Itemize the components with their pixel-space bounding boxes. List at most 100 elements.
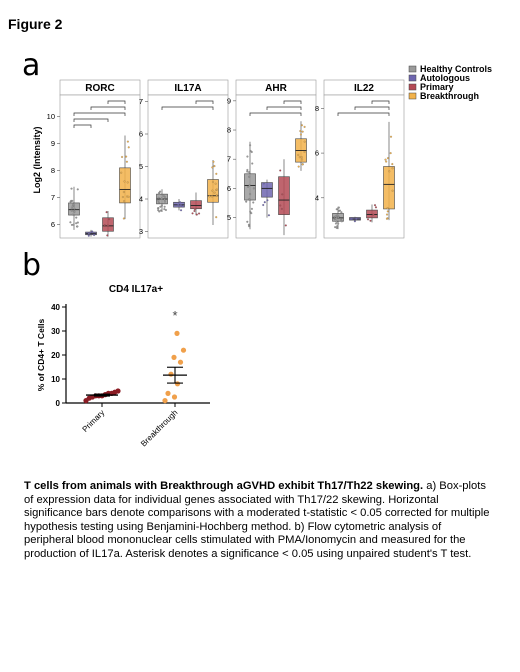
data-point xyxy=(158,210,161,213)
legend-swatch xyxy=(408,65,417,73)
data-point xyxy=(212,160,215,163)
legend-swatch xyxy=(408,83,417,91)
significance-bar xyxy=(73,118,109,122)
data-point xyxy=(280,207,283,210)
data-point xyxy=(350,217,353,220)
data-point xyxy=(284,224,287,227)
data-point xyxy=(337,209,340,212)
data-point xyxy=(106,224,109,227)
data-point xyxy=(340,211,343,214)
data-point xyxy=(303,140,306,143)
data-point xyxy=(174,330,180,336)
data-point xyxy=(215,188,218,191)
data-point xyxy=(301,163,304,166)
data-point xyxy=(125,155,128,158)
data-point xyxy=(334,222,337,225)
data-point xyxy=(389,152,392,155)
data-point xyxy=(369,219,372,222)
data-point xyxy=(89,231,92,234)
significance-bar xyxy=(371,100,390,104)
data-point xyxy=(252,187,255,190)
data-point xyxy=(159,205,162,208)
data-point xyxy=(353,220,356,223)
data-point xyxy=(246,155,249,158)
legend-swatch xyxy=(408,92,417,100)
data-point xyxy=(211,180,214,183)
data-point xyxy=(249,210,252,213)
data-point xyxy=(301,158,304,161)
data-point xyxy=(69,221,72,224)
y-tick-label: 4 xyxy=(315,193,319,202)
data-point xyxy=(248,171,251,174)
data-point xyxy=(93,234,96,237)
data-point xyxy=(179,204,182,207)
data-point xyxy=(87,234,90,237)
data-point xyxy=(157,199,160,202)
significance-asterisk: * xyxy=(172,308,177,323)
data-point xyxy=(157,207,160,210)
data-point xyxy=(215,216,218,219)
data-point xyxy=(335,208,338,211)
y-tick-label: 3 xyxy=(139,227,143,236)
y-tick-label: 5 xyxy=(139,162,143,171)
significance-bar xyxy=(249,112,302,116)
data-point xyxy=(123,200,126,203)
data-point xyxy=(267,214,270,217)
data-point xyxy=(171,394,178,400)
data-point xyxy=(193,210,196,213)
box-iqr xyxy=(383,166,395,210)
legend-label: Autologous xyxy=(420,73,470,83)
caption-title: T cells from animals with Breakthrough a… xyxy=(24,480,424,492)
data-point xyxy=(279,204,282,207)
data-point xyxy=(337,222,340,225)
data-point xyxy=(335,217,338,220)
x-tick-label: Primary xyxy=(81,408,107,434)
data-point xyxy=(385,217,388,220)
box-iqr xyxy=(366,209,378,219)
y-tick-label: 6 xyxy=(227,184,231,193)
data-point xyxy=(125,160,128,163)
data-point xyxy=(215,194,218,197)
y-tick-label: 8 xyxy=(51,166,55,175)
y-tick-label: 0 xyxy=(56,399,61,408)
data-point xyxy=(301,130,304,133)
data-point xyxy=(248,225,251,228)
data-point xyxy=(73,210,76,213)
caption-body: a) Box-plots of expression data for indi… xyxy=(24,480,490,560)
data-point xyxy=(163,200,166,203)
data-point xyxy=(334,215,337,218)
y-tick-label: 10 xyxy=(47,112,55,121)
data-point xyxy=(71,205,74,208)
y-tick-label: 9 xyxy=(227,96,231,105)
data-point xyxy=(162,194,165,197)
data-point xyxy=(158,193,161,196)
data-point xyxy=(195,213,198,216)
y-tick-label: 6 xyxy=(51,220,55,229)
data-point xyxy=(165,390,171,396)
data-point xyxy=(248,184,251,187)
data-point xyxy=(262,204,265,207)
significance-bar xyxy=(195,100,214,104)
data-point xyxy=(250,212,253,215)
significance-bar xyxy=(73,112,126,116)
data-point xyxy=(122,217,125,220)
data-point xyxy=(335,220,338,223)
data-point xyxy=(108,218,111,221)
data-point xyxy=(246,220,249,223)
x-tick-label: Breakthrough xyxy=(139,408,179,448)
y-tick-label: 8 xyxy=(315,104,319,113)
data-point xyxy=(281,193,284,196)
data-point xyxy=(123,180,126,183)
data-point xyxy=(164,208,167,211)
data-point xyxy=(297,165,300,168)
data-point xyxy=(252,201,255,204)
data-point xyxy=(177,203,180,206)
data-point xyxy=(372,213,375,216)
data-point xyxy=(245,200,248,203)
figure-title: Figure 2 xyxy=(8,16,63,32)
box-iqr xyxy=(261,182,273,198)
data-point xyxy=(386,210,389,213)
data-point xyxy=(180,209,183,212)
data-point xyxy=(391,163,394,166)
data-point xyxy=(337,206,340,209)
